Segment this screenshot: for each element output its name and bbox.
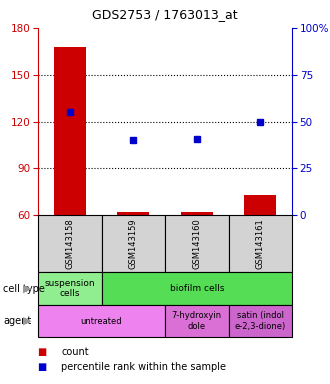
Text: cell type: cell type: [3, 283, 45, 293]
Bar: [245, 195, 276, 215]
Text: ■: ■: [38, 362, 50, 372]
Text: GSM143158: GSM143158: [65, 218, 74, 269]
Bar: [165, 215, 228, 272]
Bar: [181, 212, 213, 215]
Bar: [228, 305, 292, 337]
Text: GSM143160: GSM143160: [192, 218, 201, 269]
Bar: [38, 215, 102, 272]
Bar: [54, 47, 85, 215]
Bar: [38, 272, 102, 305]
Text: biofilm cells: biofilm cells: [170, 284, 224, 293]
Text: ■: ■: [38, 347, 50, 357]
Text: percentile rank within the sample: percentile rank within the sample: [61, 362, 226, 372]
Bar: [102, 272, 292, 305]
Text: untreated: untreated: [81, 316, 122, 326]
Text: count: count: [61, 347, 89, 357]
Bar: [117, 212, 149, 215]
Text: satin (indol
e-2,3-dione): satin (indol e-2,3-dione): [235, 311, 286, 331]
Bar: [38, 305, 165, 337]
Text: GSM143161: GSM143161: [256, 218, 265, 269]
Text: GSM143159: GSM143159: [129, 218, 138, 269]
Text: ▶: ▶: [23, 283, 31, 293]
Bar: [165, 305, 228, 337]
Text: ▶: ▶: [23, 316, 31, 326]
Text: 7-hydroxyin
dole: 7-hydroxyin dole: [172, 311, 222, 331]
Bar: [102, 215, 165, 272]
Text: suspension
cells: suspension cells: [45, 279, 95, 298]
Text: agent: agent: [3, 316, 32, 326]
Text: GDS2753 / 1763013_at: GDS2753 / 1763013_at: [92, 8, 238, 21]
Bar: [228, 215, 292, 272]
